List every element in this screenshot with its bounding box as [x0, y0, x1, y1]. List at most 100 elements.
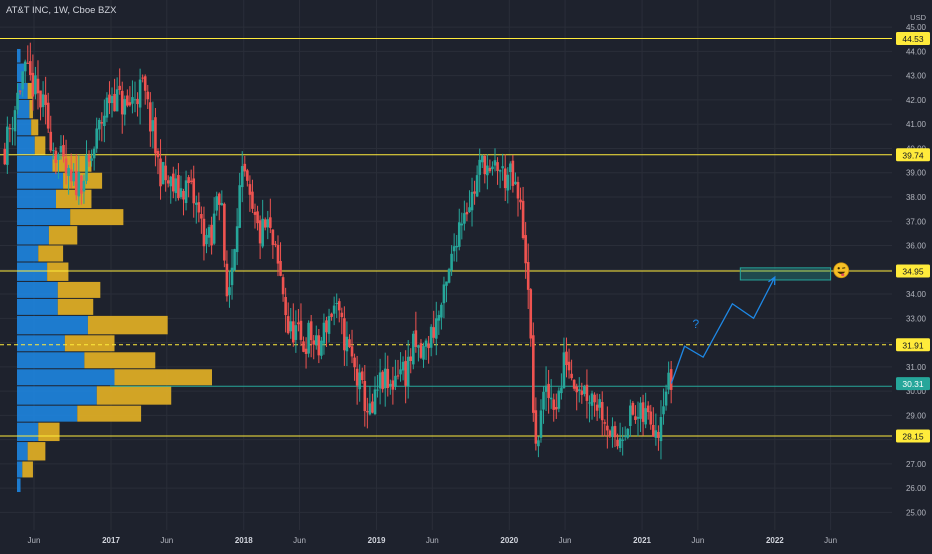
candle-body: [126, 95, 129, 106]
candle-body: [350, 346, 354, 357]
candle-body: [440, 304, 443, 318]
candle-body: [491, 166, 494, 170]
level-price-tag: [896, 264, 930, 278]
volume-profile-bar-up: [17, 245, 39, 262]
candle-body: [69, 169, 73, 182]
candle-body: [549, 397, 553, 400]
candle-body: [616, 439, 619, 447]
candle-body: [340, 312, 344, 318]
candle-body: [371, 401, 374, 413]
candle-body: [570, 373, 573, 379]
x-tick-label: Jun: [824, 536, 837, 545]
y-tick-label: 45.00: [906, 23, 927, 32]
candle-body: [141, 77, 144, 79]
volume-profile-bar-up: [17, 119, 32, 136]
candle-body: [238, 185, 241, 228]
x-tick-label: Jun: [559, 536, 572, 545]
candle-body: [256, 211, 259, 224]
candle-body: [72, 173, 76, 182]
candle-body: [396, 375, 400, 377]
candle-body: [363, 380, 367, 412]
candle-body: [36, 78, 40, 94]
candle-body: [526, 262, 530, 290]
candle-body: [486, 165, 489, 176]
volume-profile-bar-down: [70, 209, 124, 226]
currency-label: USD: [910, 13, 926, 22]
candle-body: [3, 148, 7, 165]
volume-profile-bar-up: [17, 442, 28, 461]
volume-profile-bar-up: [17, 461, 23, 478]
volume-profile-bar-down: [31, 119, 39, 136]
volume-profile-bar-down: [87, 315, 168, 335]
candle-body: [85, 154, 88, 181]
candle-body: [473, 191, 476, 194]
candle-body: [317, 335, 321, 356]
candle-body: [509, 163, 512, 173]
candle-body: [406, 356, 410, 387]
candle-body: [432, 327, 436, 338]
candle-body: [115, 89, 119, 112]
candle-body: [419, 343, 423, 358]
candle-body: [409, 356, 413, 362]
candle-body: [131, 97, 134, 104]
candle-body: [164, 165, 167, 181]
candle-body: [383, 368, 387, 389]
candle-body: [662, 406, 665, 415]
volume-profile-bar-up: [17, 386, 97, 405]
candle-body: [34, 75, 37, 95]
candle-body: [498, 170, 502, 172]
candle-body: [120, 90, 124, 115]
candle-body: [292, 321, 295, 343]
candle-body: [480, 155, 484, 163]
candle-body: [460, 223, 464, 226]
x-tick-label: 2018: [235, 536, 253, 545]
candle-body: [307, 322, 310, 354]
volume-profile-bar-up: [17, 136, 35, 155]
candle-body: [348, 339, 351, 348]
x-tick-label: Jun: [293, 536, 306, 545]
candle-body: [424, 340, 428, 347]
candle-body: [258, 220, 262, 244]
candle-body: [187, 177, 190, 184]
target-zone-box[interactable]: [739, 267, 832, 281]
candle-body: [450, 253, 453, 271]
candle-body: [447, 269, 451, 283]
candle-body: [562, 352, 566, 388]
candle-body: [8, 128, 12, 130]
volume-profile-bar-down: [47, 262, 69, 281]
candle-body: [80, 175, 83, 194]
y-tick-label: 25.00: [906, 508, 927, 517]
projection-path[interactable]: [670, 276, 776, 384]
candle-body: [644, 408, 647, 425]
candle-body: [92, 148, 96, 159]
candle-body: [266, 219, 270, 228]
candle-body: [246, 170, 249, 181]
level-price-tag: [896, 338, 930, 352]
candle-body: [243, 163, 247, 172]
time-axis[interactable]: [0, 530, 892, 550]
candle-body: [13, 110, 17, 132]
candle-body: [286, 316, 290, 334]
candle-body: [161, 161, 165, 185]
candle-body: [366, 411, 369, 413]
candle-body: [588, 402, 591, 404]
candle-body: [59, 146, 63, 153]
candle-body: [136, 98, 139, 105]
candle-body: [217, 193, 221, 205]
candle-body: [44, 94, 47, 105]
candle-body: [345, 336, 349, 352]
volume-profile-bar-down: [64, 335, 115, 352]
level-price-label: 28.15: [902, 432, 924, 442]
candle-body: [302, 341, 305, 352]
candle-body: [603, 422, 607, 424]
candle-body: [613, 425, 617, 438]
x-tick-label: 2017: [102, 536, 120, 545]
candle-body: [62, 144, 65, 157]
candle-body: [636, 416, 640, 419]
candle-body: [174, 178, 178, 194]
candle-body: [593, 394, 596, 403]
candle-body: [41, 94, 45, 108]
candle-body: [532, 335, 535, 413]
